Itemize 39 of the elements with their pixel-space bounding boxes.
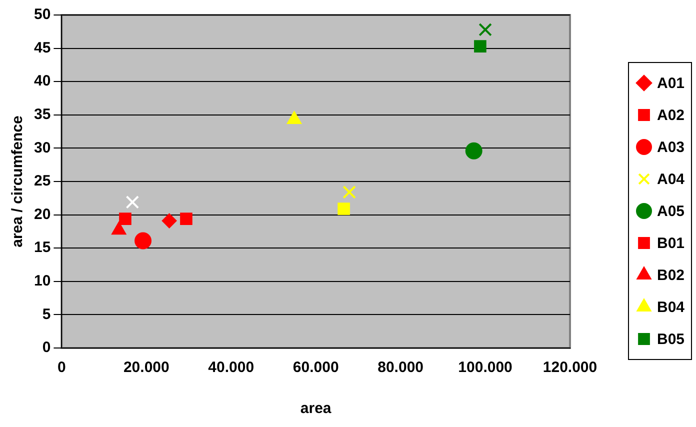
point	[119, 212, 132, 225]
x-tick-label: 60.000	[292, 359, 339, 376]
y-tick-label: 10	[34, 272, 51, 290]
y-tick-label: 5	[42, 306, 51, 323]
x-tick-label: 120.000	[542, 359, 598, 376]
legend-label: B04	[657, 298, 685, 316]
point	[465, 142, 482, 160]
legend-label: B01	[657, 234, 685, 252]
legend-label: A05	[657, 202, 685, 220]
y-tick-label: 25	[34, 172, 51, 190]
point	[126, 195, 140, 209]
x-tick-label: 40.000	[208, 359, 254, 376]
y-tick-label: 50	[34, 6, 51, 24]
x-axis-title: area	[300, 400, 332, 418]
x-tick-label: 20.000	[123, 359, 170, 376]
y-tick-label: 30	[34, 139, 51, 156]
x-tick-label: 0	[58, 359, 66, 376]
legend-label: A03	[657, 138, 685, 156]
legend-label: B05	[657, 330, 685, 348]
y-tick-label: 20	[34, 206, 51, 223]
legend-label: B02	[657, 266, 685, 284]
point	[474, 40, 486, 52]
point	[338, 202, 350, 215]
y-tick-label: 40	[34, 72, 51, 90]
point	[180, 212, 192, 225]
y-tick-label: 15	[34, 239, 51, 256]
x-tick-label: 80.000	[378, 359, 424, 376]
point	[342, 186, 356, 199]
point	[478, 22, 492, 36]
y-tick-label: 45	[34, 39, 51, 56]
point	[134, 232, 152, 250]
legend-label: A04	[657, 170, 685, 188]
x-tick-label: 100.000	[458, 359, 512, 376]
legend-label: A01	[657, 74, 685, 92]
point	[162, 213, 177, 228]
legend-label: A02	[657, 106, 685, 124]
y-tick-label: 0	[42, 339, 51, 356]
y-axis-title: area / circumfence	[9, 116, 26, 248]
y-tick-label: 35	[34, 106, 51, 124]
